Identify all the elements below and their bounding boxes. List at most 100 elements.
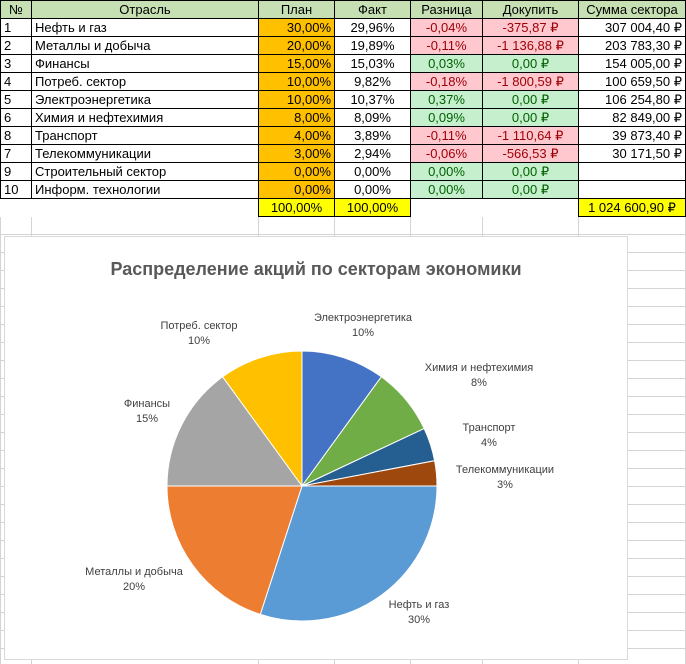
- cell-sector[interactable]: Химия и нефтехимия: [31, 108, 259, 127]
- cell-diff[interactable]: 0,37%: [410, 90, 483, 109]
- cell-sector[interactable]: Финансы: [31, 54, 259, 73]
- cell-buy[interactable]: 0,00 ₽: [482, 162, 579, 181]
- header-diff[interactable]: Разница: [410, 0, 483, 19]
- cell-buy[interactable]: -1 800,59 ₽: [482, 72, 579, 91]
- cell-sector[interactable]: Транспорт: [31, 126, 259, 145]
- pie-label-category: Нефть и газ: [389, 599, 450, 611]
- cell-number[interactable]: 5: [0, 90, 32, 109]
- pie-label-category: Металлы и добыча: [85, 566, 184, 578]
- total-empty[interactable]: [411, 199, 483, 217]
- pie-slice-3[interactable]: [166, 376, 303, 487]
- table-row: 3 Финансы 15,00% 15,03% 0,03% 0,00 ₽154 005,0…: [0, 54, 686, 73]
- table-row: 7 Телекоммуникации 3,00% 2,94% -0,06% -566,53…: [0, 144, 686, 163]
- pie-chart[interactable]: Распределение акций по секторам экономик…: [4, 236, 628, 660]
- table-header-row: № Отрасль План Факт Разница Докупить Сум…: [0, 0, 686, 19]
- cell-diff[interactable]: -0,04%: [410, 18, 483, 37]
- cell-plan[interactable]: 15,00%: [258, 54, 335, 73]
- pie-label-percent: 10%: [188, 335, 210, 347]
- cell-sum[interactable]: 30 171,50 ₽: [578, 144, 686, 163]
- cell-diff[interactable]: 0,00%: [410, 162, 483, 181]
- cell-number[interactable]: 1: [0, 18, 32, 37]
- pie-label-category: Финансы: [124, 398, 170, 410]
- cell-diff[interactable]: 0,09%: [410, 108, 483, 127]
- pie-chart-canvas: Электроэнергетика 10% Химия и нефтехимия 8%…: [85, 312, 554, 626]
- cell-fact[interactable]: 0,00%: [334, 162, 411, 181]
- cell-plan[interactable]: 0,00%: [258, 180, 335, 199]
- header-fact[interactable]: Факт: [334, 0, 411, 19]
- pie-slice-2[interactable]: [166, 485, 303, 616]
- cell-diff[interactable]: -0,11%: [410, 36, 483, 55]
- pie-slice-4[interactable]: [221, 350, 303, 488]
- cell-sector[interactable]: Строительный сектор: [31, 162, 259, 181]
- cell-fact[interactable]: 2,94%: [334, 144, 411, 163]
- header-sum[interactable]: Сумма сектора: [578, 0, 686, 19]
- cell-number[interactable]: 10: [0, 180, 32, 199]
- cell-sector[interactable]: Металлы и добыча: [31, 36, 259, 55]
- total-empty[interactable]: [483, 199, 579, 217]
- cell-buy[interactable]: 0,00 ₽: [482, 54, 579, 73]
- cell-number[interactable]: 4: [0, 72, 32, 91]
- total-sum-cell[interactable]: 1 024 600,90 ₽: [578, 198, 686, 217]
- cell-number[interactable]: 3: [0, 54, 32, 73]
- cell-sum[interactable]: 39 873,40 ₽: [578, 126, 686, 145]
- cell-sum[interactable]: [578, 162, 686, 181]
- cell-plan[interactable]: 20,00%: [258, 36, 335, 55]
- total-plan-cell[interactable]: 100,00%: [258, 198, 335, 217]
- cell-sum[interactable]: [578, 180, 686, 199]
- cell-sector[interactable]: Потреб. сектор: [31, 72, 259, 91]
- cell-number[interactable]: 9: [0, 162, 32, 181]
- cell-fact[interactable]: 9,82%: [334, 72, 411, 91]
- header-plan[interactable]: План: [258, 0, 335, 19]
- cell-fact[interactable]: 3,89%: [334, 126, 411, 145]
- cell-sector[interactable]: Информ. технологии: [31, 180, 259, 199]
- pie-slice-5[interactable]: [301, 350, 383, 488]
- cell-fact[interactable]: 0,00%: [334, 180, 411, 199]
- pie-label-percent: 8%: [471, 377, 487, 389]
- cell-sum[interactable]: 154 005,00 ₽: [578, 54, 686, 73]
- cell-plan[interactable]: 8,00%: [258, 108, 335, 127]
- cell-plan[interactable]: 10,00%: [258, 72, 335, 91]
- cell-number[interactable]: 6: [0, 108, 32, 127]
- cell-plan[interactable]: 4,00%: [258, 126, 335, 145]
- pie-slice-1[interactable]: [259, 485, 438, 622]
- cell-buy[interactable]: -566,53 ₽: [482, 144, 579, 163]
- cell-buy[interactable]: -1 136,88 ₽: [482, 36, 579, 55]
- cell-buy[interactable]: 0,00 ₽: [482, 90, 579, 109]
- cell-diff[interactable]: -0,11%: [410, 126, 483, 145]
- cell-buy[interactable]: -375,87 ₽: [482, 18, 579, 37]
- cell-fact[interactable]: 19,89%: [334, 36, 411, 55]
- cell-fact[interactable]: 10,37%: [334, 90, 411, 109]
- cell-number[interactable]: 2: [0, 36, 32, 55]
- total-empty[interactable]: [1, 199, 32, 217]
- cell-diff[interactable]: -0,18%: [410, 72, 483, 91]
- cell-sum[interactable]: 100 659,50 ₽: [578, 72, 686, 91]
- cell-buy[interactable]: -1 110,64 ₽: [482, 126, 579, 145]
- cell-sector[interactable]: Электроэнергетика: [31, 90, 259, 109]
- cell-sum[interactable]: 82 849,00 ₽: [578, 108, 686, 127]
- header-sector[interactable]: Отрасль: [31, 0, 259, 19]
- cell-plan[interactable]: 0,00%: [258, 162, 335, 181]
- cell-sector[interactable]: Нефть и газ: [31, 18, 259, 37]
- cell-sum[interactable]: 307 004,40 ₽: [578, 18, 686, 37]
- cell-buy[interactable]: 0,00 ₽: [482, 180, 579, 199]
- cell-sum[interactable]: 203 783,30 ₽: [578, 36, 686, 55]
- cell-fact[interactable]: 15,03%: [334, 54, 411, 73]
- cell-plan[interactable]: 30,00%: [258, 18, 335, 37]
- cell-sum[interactable]: 106 254,80 ₽: [578, 90, 686, 109]
- cell-number[interactable]: 7: [0, 144, 32, 163]
- header-number[interactable]: №: [0, 0, 32, 19]
- cell-fact[interactable]: 29,96%: [334, 18, 411, 37]
- total-empty[interactable]: [32, 199, 259, 217]
- cell-diff[interactable]: -0,06%: [410, 144, 483, 163]
- cell-diff[interactable]: 0,03%: [410, 54, 483, 73]
- table-row: 4 Потреб. сектор 10,00% 9,82% -0,18% -1 800,5…: [0, 72, 686, 91]
- header-buy[interactable]: Докупить: [482, 0, 579, 19]
- cell-plan[interactable]: 10,00%: [258, 90, 335, 109]
- cell-plan[interactable]: 3,00%: [258, 144, 335, 163]
- cell-number[interactable]: 8: [0, 126, 32, 145]
- cell-diff[interactable]: 0,00%: [410, 180, 483, 199]
- cell-buy[interactable]: 0,00 ₽: [482, 108, 579, 127]
- total-fact-cell[interactable]: 100,00%: [334, 198, 411, 217]
- cell-fact[interactable]: 8,09%: [334, 108, 411, 127]
- cell-sector[interactable]: Телекоммуникации: [31, 144, 259, 163]
